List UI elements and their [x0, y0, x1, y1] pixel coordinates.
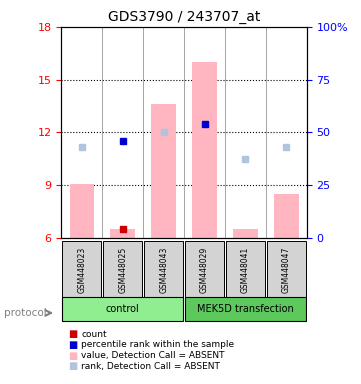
Text: GSM448047: GSM448047	[282, 247, 291, 293]
Text: ■: ■	[69, 329, 78, 339]
Bar	[70, 184, 94, 238]
Text: control: control	[106, 304, 140, 314]
Bar	[233, 229, 258, 238]
FancyBboxPatch shape	[144, 241, 183, 300]
Text: GSM448041: GSM448041	[241, 247, 250, 293]
FancyBboxPatch shape	[103, 241, 142, 300]
FancyBboxPatch shape	[185, 297, 306, 321]
Text: value, Detection Call = ABSENT: value, Detection Call = ABSENT	[81, 351, 225, 360]
FancyBboxPatch shape	[62, 241, 101, 300]
Text: ■: ■	[69, 361, 78, 371]
Text: percentile rank within the sample: percentile rank within the sample	[81, 340, 234, 349]
Text: GSM448023: GSM448023	[77, 247, 86, 293]
FancyBboxPatch shape	[267, 241, 306, 300]
Bar	[110, 229, 135, 238]
Text: rank, Detection Call = ABSENT: rank, Detection Call = ABSENT	[81, 362, 220, 371]
Text: GSM448025: GSM448025	[118, 247, 127, 293]
FancyBboxPatch shape	[62, 297, 183, 321]
Text: GSM448043: GSM448043	[159, 247, 168, 293]
Text: count: count	[81, 329, 107, 339]
Text: GSM448029: GSM448029	[200, 247, 209, 293]
Bar	[274, 194, 299, 238]
FancyBboxPatch shape	[226, 241, 265, 300]
FancyBboxPatch shape	[185, 241, 224, 300]
Bar	[151, 104, 176, 238]
Text: protocol: protocol	[4, 308, 46, 318]
Text: MEK5D transfection: MEK5D transfection	[197, 304, 294, 314]
Text: ■: ■	[69, 351, 78, 361]
Bar	[192, 62, 217, 238]
Text: ■: ■	[69, 340, 78, 350]
Title: GDS3790 / 243707_at: GDS3790 / 243707_at	[108, 10, 260, 25]
